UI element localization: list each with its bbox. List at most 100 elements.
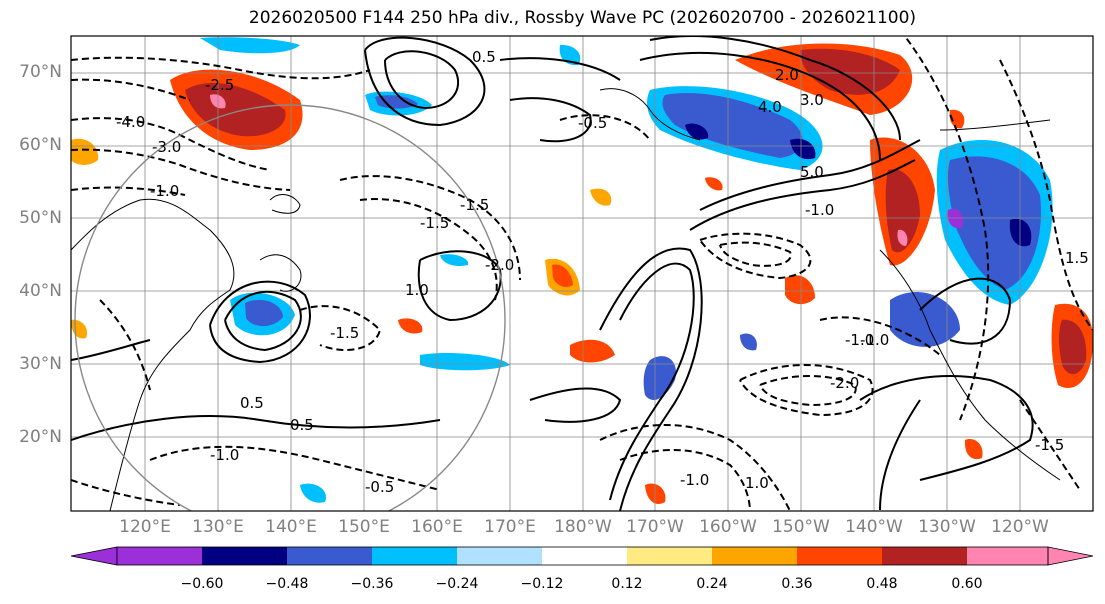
colorbar-tick: −0.36 <box>350 576 394 592</box>
purple-blob <box>947 208 964 229</box>
contour-label: -1.0 <box>860 331 889 349</box>
contour-label: -1.5 <box>330 324 359 342</box>
contour-label-layer: 0.5 -4.0 -3.0 -2.5 -1.0 0.5 1.0 -1.5 -2.… <box>116 48 1089 496</box>
map-title: 2026020500 F144 250 hPa div., Rossby Wav… <box>248 8 917 28</box>
navy-blob <box>790 138 816 160</box>
colorbar-tick: 0.24 <box>696 576 728 592</box>
contour-label: 0.5 <box>290 416 314 434</box>
contour-label: 5.0 <box>800 163 824 181</box>
lon-label: 130°W <box>918 517 976 537</box>
contour-label: 1.0 <box>405 281 429 299</box>
colorbar-tick: 0.12 <box>611 576 643 592</box>
lon-label: 180°W <box>554 517 612 537</box>
blue-blob <box>420 353 510 371</box>
blue-blob <box>245 299 283 327</box>
orange-blob <box>71 138 99 165</box>
lon-label: 120°W <box>991 517 1049 537</box>
colorbar-extend-min <box>70 546 118 566</box>
blue-blob <box>375 95 418 109</box>
colorbar-extend-max <box>1047 546 1094 566</box>
contour-label: 0.5 <box>472 48 496 66</box>
contour-label: 1.5 <box>1065 249 1089 267</box>
red-blob <box>1059 319 1087 375</box>
colorbar-tick: 0.60 <box>951 576 983 592</box>
contour-label: 3.0 <box>800 91 824 109</box>
contour-label: -2.0 <box>830 374 859 392</box>
navy-blob <box>685 123 709 140</box>
colorbar-segment <box>797 547 882 565</box>
lon-label: 140°W <box>845 517 903 537</box>
orange-blob <box>552 264 573 288</box>
orange-blob <box>570 339 615 363</box>
lon-label: 140°E <box>265 517 317 537</box>
contour-label: -1.5 <box>1035 436 1064 454</box>
pink-blob <box>897 229 908 246</box>
colorbar-segment <box>287 547 372 565</box>
colorbar-tick: −0.60 <box>180 576 224 592</box>
lon-label: 120°E <box>119 517 171 537</box>
lon-label: 170°E <box>484 517 536 537</box>
colorbar-segment <box>202 547 287 565</box>
lat-label: 70°N <box>19 62 62 82</box>
contour-label: -1.5 <box>460 196 489 214</box>
map-frame <box>70 35 1094 512</box>
contour-label: -0.5 <box>578 114 607 132</box>
map-plot-area <box>71 36 1093 511</box>
contour-label: -1.0 <box>805 201 834 219</box>
contour-label: 4.0 <box>758 98 782 116</box>
contour-label: -1.0 <box>680 471 709 489</box>
lat-label: 30°N <box>19 354 62 374</box>
colorbar-segment <box>882 547 967 565</box>
lon-label: 160°W <box>699 517 757 537</box>
colorbar-segment <box>712 547 797 565</box>
coastlines <box>71 88 1061 511</box>
colorbar-tick: −0.12 <box>520 576 564 592</box>
blue-blob <box>947 156 1041 290</box>
contour-label: -1.0 <box>150 182 179 200</box>
orange-blob <box>590 188 612 206</box>
colorbar-tick: 0.48 <box>866 576 898 592</box>
orange-blob <box>964 439 983 460</box>
contour-label: 2.0 <box>775 66 799 84</box>
orange-blob <box>705 177 723 191</box>
colorbar-segment <box>372 547 457 565</box>
contour-label: 0.5 <box>240 394 264 412</box>
colorbar <box>70 546 1094 566</box>
contour-label: -1.0 <box>210 446 239 464</box>
colorbar-tick: −0.24 <box>435 576 479 592</box>
orange-blob <box>949 109 965 129</box>
colorbar-tick: −0.48 <box>265 576 309 592</box>
blue-blob <box>440 254 469 266</box>
colorbar-segment <box>542 547 627 565</box>
lon-label: 150°E <box>338 517 390 537</box>
blue-blob <box>300 483 326 503</box>
divergence-shading <box>71 37 1093 505</box>
lat-label: 50°N <box>19 208 62 228</box>
lon-label: 160°E <box>411 517 463 537</box>
orange-blob <box>398 318 423 334</box>
contour-label: 1.0 <box>745 474 769 492</box>
orange-blob <box>785 275 815 305</box>
colorbar-segment <box>457 547 542 565</box>
contour-label: -2.0 <box>485 256 514 274</box>
red-blob <box>885 169 920 253</box>
lon-label: 150°W <box>772 517 830 537</box>
blue-blob <box>740 333 757 351</box>
colorbar-segment <box>967 547 1048 565</box>
blue-blob <box>662 92 803 158</box>
contour-label: -0.5 <box>365 478 394 496</box>
blue-blob <box>200 37 300 54</box>
contour-label: -1.5 <box>420 214 449 232</box>
contour-label: -1.0 <box>845 331 874 349</box>
lat-label: 20°N <box>19 427 62 447</box>
lat-label: 40°N <box>19 281 62 301</box>
projection-circle <box>74 104 506 511</box>
lon-label: 130°E <box>192 517 244 537</box>
lat-label: 60°N <box>19 135 62 155</box>
contour-label: -2.5 <box>205 76 234 94</box>
colorbar-tick: 0.36 <box>781 576 813 592</box>
lon-label: 170°W <box>626 517 684 537</box>
negative-contours <box>71 36 1093 511</box>
contour-label: -4.0 <box>116 113 145 131</box>
